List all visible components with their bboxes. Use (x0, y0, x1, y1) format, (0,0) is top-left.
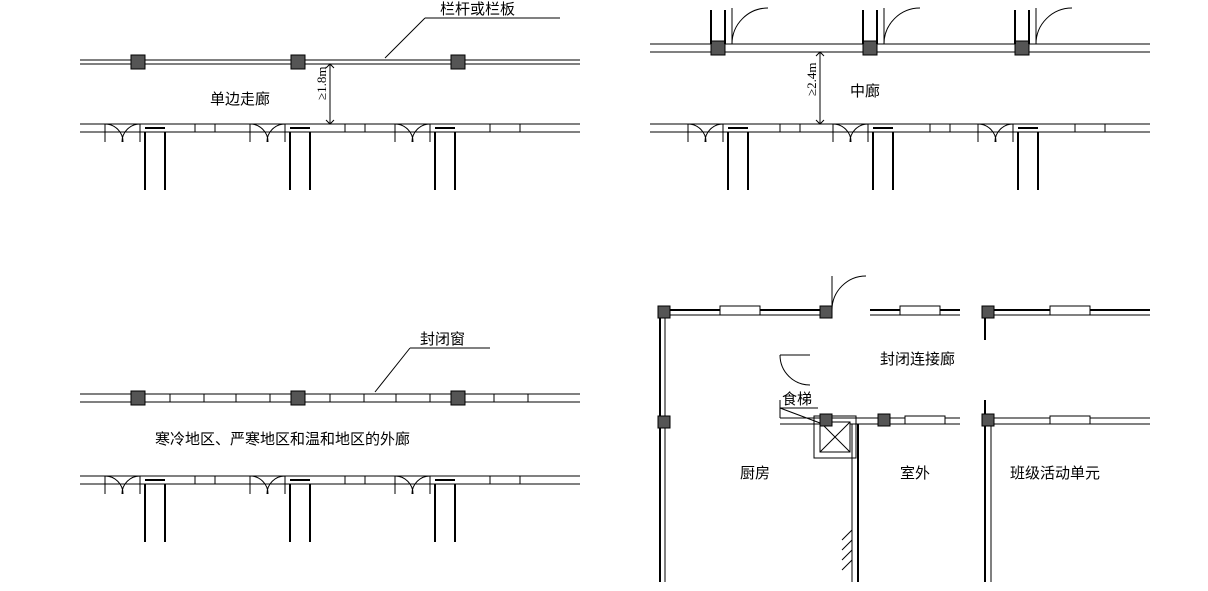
single-corridor-label: 单边走廊 (210, 91, 270, 108)
cold-region-caption: 寒冷地区、严寒地区和温和地区的外廊 (155, 430, 410, 448)
dim-2-4m: ≥2.4m (804, 63, 819, 97)
middle-corridor: ≥2.4m 中廊 (650, 8, 1150, 190)
outdoor-label: 室外 (900, 465, 930, 482)
closed-corridor-label: 封闭连接廊 (880, 351, 955, 368)
elevator-label: 食梯 (782, 391, 812, 408)
door-row-bl (105, 476, 520, 542)
railing-label: 栏杆或栏板 (440, 0, 515, 18)
class-unit-label: 班级活动单元 (1010, 465, 1100, 482)
outer-corridor: 封闭窗 寒冷地区、严寒地区和温和地区的外廊 (80, 330, 580, 542)
middle-corridor-label: 中廊 (850, 83, 880, 100)
closed-window-label: 封闭窗 (420, 330, 465, 348)
dim-1-8m: ≥1.8m (314, 67, 329, 101)
single-side-corridor: 栏杆或栏板 ≥1.8m 单边走廊 (80, 0, 580, 190)
door-row-tr (688, 124, 1105, 190)
kitchen-label: 厨房 (740, 465, 770, 482)
architecture-diagram: 栏杆或栏板 ≥1.8m 单边走廊 (0, 0, 1208, 591)
connecting-corridor: 食梯 封闭连接廊 厨房 室外 班级活动单元 (658, 276, 1150, 582)
door-row-tl (105, 124, 520, 190)
